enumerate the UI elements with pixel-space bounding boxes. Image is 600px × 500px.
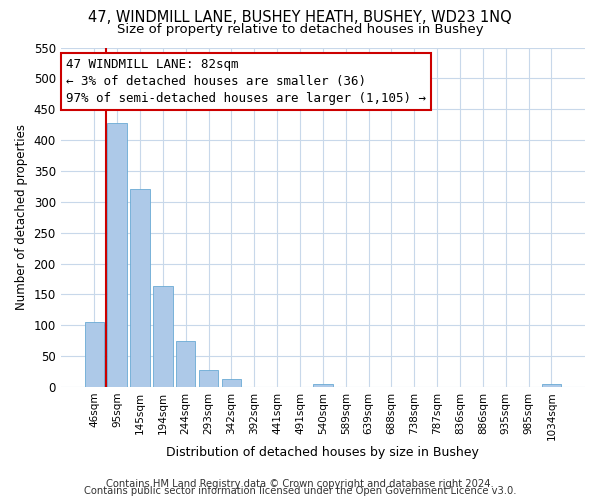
Bar [221,379,241,387]
Y-axis label: Number of detached properties: Number of detached properties [15,124,28,310]
Bar [542,384,561,387]
Text: Contains HM Land Registry data © Crown copyright and database right 2024.: Contains HM Land Registry data © Crown c… [106,479,494,489]
Text: 47 WINDMILL LANE: 82sqm
← 3% of detached houses are smaller (36)
97% of semi-det: 47 WINDMILL LANE: 82sqm ← 3% of detached… [66,58,426,104]
Bar [85,322,104,387]
Bar [313,384,332,387]
Bar [176,340,196,387]
Bar [153,286,173,387]
Bar [107,123,127,387]
Bar [199,370,218,387]
Text: Size of property relative to detached houses in Bushey: Size of property relative to detached ho… [116,22,484,36]
Bar [130,190,149,387]
Text: 47, WINDMILL LANE, BUSHEY HEATH, BUSHEY, WD23 1NQ: 47, WINDMILL LANE, BUSHEY HEATH, BUSHEY,… [88,10,512,25]
Text: Contains public sector information licensed under the Open Government Licence v3: Contains public sector information licen… [84,486,516,496]
X-axis label: Distribution of detached houses by size in Bushey: Distribution of detached houses by size … [166,446,479,459]
